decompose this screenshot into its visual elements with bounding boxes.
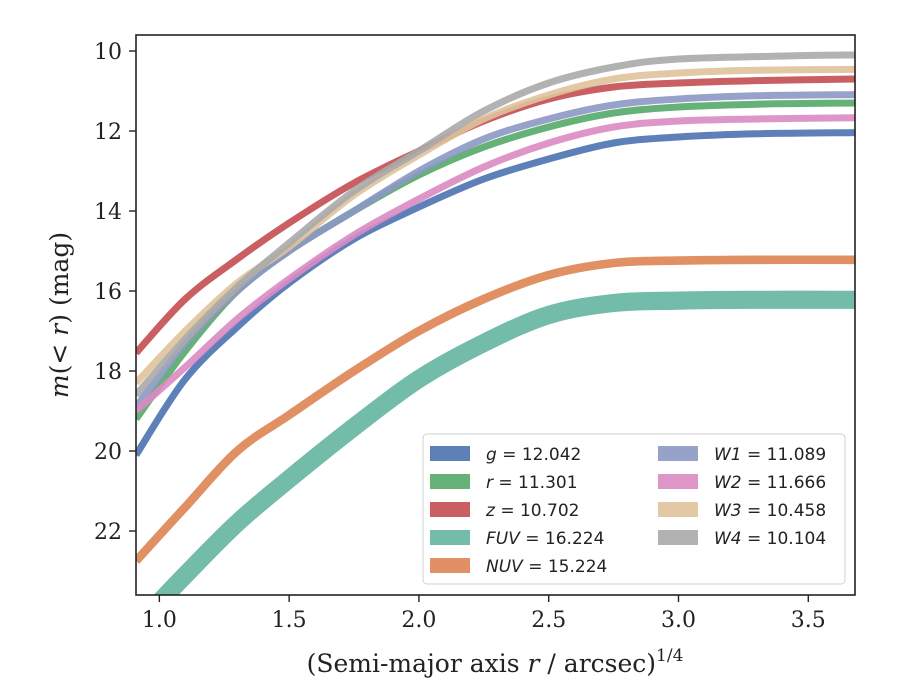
y-tick-label: 22 bbox=[94, 520, 122, 545]
y-tick-label: 12 bbox=[94, 120, 122, 145]
legend-swatch-w2 bbox=[658, 474, 698, 489]
legend-swatch-g bbox=[430, 446, 470, 461]
legend-swatch-nuv bbox=[430, 558, 470, 573]
x-tick-label: 3.5 bbox=[791, 608, 826, 633]
legend-swatch-w1 bbox=[658, 446, 698, 461]
series-curves bbox=[136, 51, 855, 595]
legend-label-r: r = 11.301 bbox=[486, 473, 578, 493]
x-tick-label: 2.5 bbox=[531, 608, 566, 633]
series-line-fuv bbox=[153, 290, 855, 595]
legend-swatch-fuv bbox=[430, 530, 470, 545]
legend-label-fuv: FUV = 16.224 bbox=[486, 529, 604, 549]
legend: g = 12.042 r = 11.301 z = 10.702 FUV = 16.2… bbox=[422, 433, 846, 585]
legend-swatch-r bbox=[430, 474, 470, 489]
plot-frame bbox=[135, 34, 856, 596]
series-line-g bbox=[136, 129, 855, 457]
series-line-w4 bbox=[136, 51, 855, 398]
x-axis-ticks: 1.0 1.5 2.0 2.5 3.0 3.5 bbox=[142, 595, 826, 633]
legend-label-nuv: NUV = 15.224 bbox=[486, 557, 607, 577]
legend-label-w3: W3 = 10.458 bbox=[714, 501, 826, 521]
x-tick-label: 3.0 bbox=[661, 608, 696, 633]
series-line-w2 bbox=[136, 114, 855, 414]
legend-swatch-w4 bbox=[658, 530, 698, 545]
legend-label-w4: W4 = 10.104 bbox=[714, 529, 826, 549]
legend-label-w1: W1 = 11.089 bbox=[714, 445, 826, 465]
y-tick-label: 18 bbox=[94, 360, 122, 385]
legend-label-w2: W2 = 11.666 bbox=[714, 473, 826, 493]
legend-label-z: z = 10.702 bbox=[485, 501, 579, 521]
x-tick-label: 1.5 bbox=[272, 608, 307, 633]
x-tick-label: 1.0 bbox=[142, 608, 177, 633]
x-axis-label: (Semi-major axis r / arcsec)1/4 bbox=[307, 646, 684, 678]
y-axis-ticks: 10 12 14 16 18 20 22 bbox=[94, 40, 136, 545]
x-tick-label: 2.0 bbox=[401, 608, 436, 633]
y-axis-label: m(< r) (mag) bbox=[45, 232, 74, 398]
y-tick-label: 14 bbox=[94, 200, 122, 225]
y-tick-label: 10 bbox=[94, 40, 122, 65]
legend-swatch-z bbox=[430, 502, 470, 517]
y-tick-label: 16 bbox=[94, 280, 122, 305]
series-line-nuv bbox=[136, 255, 855, 564]
legend-label-g: g = 12.042 bbox=[486, 445, 581, 465]
legend-swatch-w3 bbox=[658, 502, 698, 517]
legend-box bbox=[422, 433, 846, 585]
y-tick-label: 20 bbox=[94, 440, 122, 465]
